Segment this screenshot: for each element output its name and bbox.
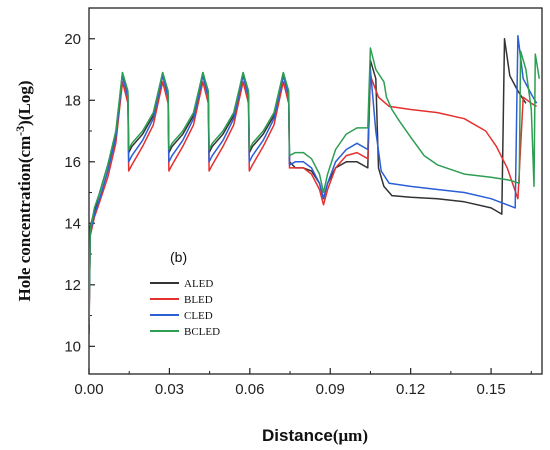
x-tick-label: 0.06 [235, 381, 264, 398]
legend: ALED BLED CLED BCLED [150, 278, 220, 338]
legend-label-bcled: BCLED [184, 326, 220, 338]
y-tick-label: 16 [64, 154, 81, 171]
y-tick-label: 10 [64, 338, 81, 355]
series-line-cled [89, 34, 538, 322]
y-axis-title-end: )(Log) [15, 80, 34, 125]
y-tick-label: 14 [64, 215, 81, 232]
series-group [89, 34, 541, 335]
series-line-bcled [89, 47, 541, 319]
y-axis-title-main: Hole concentration(cm [15, 136, 34, 302]
x-tick-label: 0.15 [476, 381, 505, 398]
ticks: 0.00 0.03 0.06 0.09 0.12 0.15 10 12 14 16 18 20 [64, 31, 532, 398]
x-axis-title-main: Distance [262, 426, 333, 445]
x-tick-label: 0.12 [396, 381, 425, 398]
legend-label-bled: BLED [184, 294, 213, 306]
legend-label-aled: ALED [184, 278, 213, 290]
x-axis-title-unit: (μm) [333, 426, 368, 445]
plot-area [88, 7, 543, 375]
y-tick-label: 12 [64, 277, 81, 294]
series-line-bled [89, 74, 537, 325]
legend-label-cled: CLED [184, 310, 213, 322]
x-tick-label: 0.03 [155, 381, 184, 398]
x-axis-title: Distance(μm) [262, 426, 368, 445]
y-tick-label: 18 [64, 92, 81, 109]
y-axis-title: Hole concentration(cm-3)(Log) [13, 80, 34, 301]
y-axis-title-superscript: -3 [13, 126, 27, 136]
panel-label: (b) [170, 249, 187, 265]
x-tick-label: 0.09 [316, 381, 345, 398]
series-line-aled [89, 38, 527, 335]
y-tick-label: 20 [64, 31, 81, 48]
x-tick-label: 0.00 [74, 381, 103, 398]
